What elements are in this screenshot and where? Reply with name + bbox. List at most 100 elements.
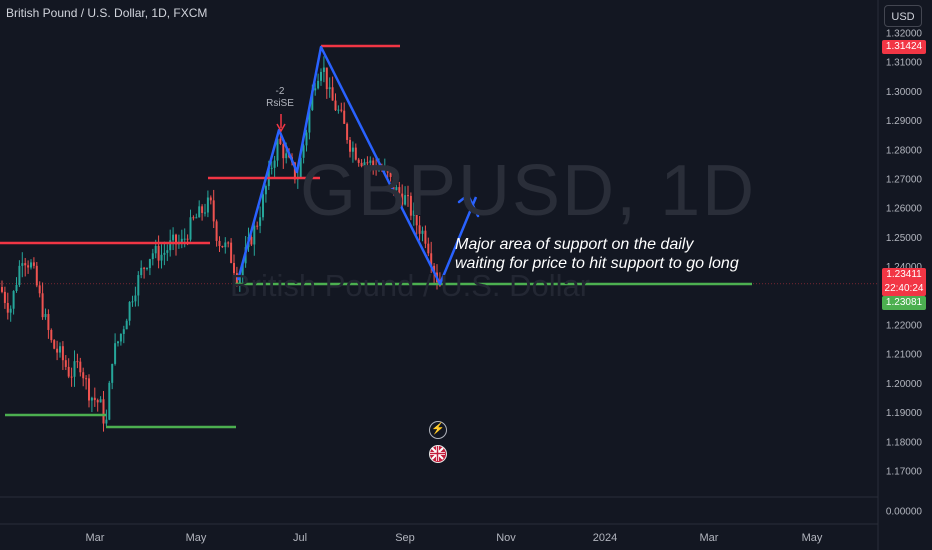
candle-body [264, 186, 267, 195]
candle-body [64, 360, 67, 367]
candle-body [293, 162, 296, 180]
candle-body [9, 308, 12, 313]
candle-body [44, 314, 47, 318]
candle-body [418, 225, 421, 234]
rsi-signal-label: -2 RsiSE [266, 86, 294, 110]
candle-body [90, 397, 93, 401]
text-annotation[interactable]: Major area of support on the daily waiti… [455, 235, 739, 273]
currency-button[interactable]: USD [884, 5, 922, 27]
time-tick-label: May [802, 532, 823, 544]
candle-body [273, 160, 276, 168]
candle-body [61, 346, 64, 361]
candle-body [180, 238, 183, 243]
annotation-line-1: Major area of support on the daily [455, 236, 694, 253]
candle-body [209, 197, 212, 201]
time-tick-label: May [186, 532, 207, 544]
candle-body [108, 382, 111, 420]
rsi-signal-name: RsiSE [266, 98, 294, 109]
candle-body [256, 225, 259, 227]
price-tick-label: 1.18000 [886, 437, 923, 448]
price-tick-label: 1.21000 [886, 350, 923, 361]
candle-body [125, 320, 128, 330]
candle-body [230, 242, 233, 263]
candle-body [238, 275, 241, 284]
candle-body [18, 265, 21, 285]
candle-body [386, 166, 389, 173]
candle-body [79, 361, 82, 373]
candle-body [221, 246, 224, 248]
candle-body [415, 210, 418, 226]
flash-icon[interactable]: ⚡ [429, 421, 447, 439]
candle-body [302, 145, 305, 158]
candle-body [6, 302, 9, 313]
candle-body [56, 348, 59, 353]
candle-body [128, 302, 131, 321]
candle-body [99, 399, 102, 403]
candle-body [73, 361, 76, 377]
candle-body [67, 366, 70, 377]
candle-body [227, 242, 230, 244]
candle-body [215, 221, 218, 241]
candle-body [163, 252, 166, 255]
candle-body [409, 195, 412, 216]
candle-body [1, 287, 3, 292]
candle-body [119, 333, 122, 342]
candle-body [424, 230, 427, 244]
candle-body [21, 263, 24, 266]
candle-body [282, 144, 285, 159]
price-tick-label: 1.26000 [886, 204, 923, 215]
candle-body [378, 168, 380, 171]
candle-body [189, 217, 192, 240]
candle-body [322, 67, 325, 72]
candle-body [204, 212, 206, 214]
candle-body [357, 159, 360, 163]
candle-body [285, 153, 288, 159]
candle-body [398, 187, 401, 194]
candle-body [3, 291, 6, 303]
candle-body [195, 217, 198, 219]
symbol-title[interactable]: British Pound / U.S. Dollar, 1D, FXCM [6, 6, 208, 20]
candle-body [105, 419, 108, 424]
candle-body [183, 238, 186, 240]
candle-body [198, 206, 201, 218]
time-tick-label: 2024 [593, 532, 617, 544]
time-tick-label: Jul [293, 532, 307, 544]
candle-body [134, 295, 137, 302]
watermark-description: British Pound / U.S. Dollar [230, 268, 591, 303]
candle-body [12, 290, 15, 309]
time-tick-label: Nov [496, 532, 516, 544]
candle-body [331, 87, 334, 101]
candle-body [224, 242, 227, 248]
candle-body [360, 162, 363, 167]
candle-body [137, 275, 140, 296]
candle-body [151, 253, 154, 260]
candle-body [59, 346, 61, 353]
rsi-signal-arrow-head [276, 123, 286, 133]
candle-body [50, 329, 53, 341]
candle-body [250, 237, 253, 245]
candle-body [346, 123, 349, 140]
candle-body [337, 109, 340, 111]
candle-body [206, 197, 209, 213]
candle-body [433, 265, 436, 273]
uk-flag-icon[interactable] [429, 445, 447, 463]
current-price-tag: 1.23411 22:40:24 [882, 268, 926, 296]
candle-body [166, 250, 169, 253]
candle-body [363, 162, 366, 167]
candle-body [392, 176, 395, 191]
trend-path-drawing [236, 45, 478, 286]
candle-body [354, 147, 357, 160]
candle-body [122, 329, 125, 334]
candle-body [334, 100, 337, 111]
candle-body [96, 400, 99, 403]
candle-body [340, 109, 343, 111]
candle-body [212, 200, 215, 222]
time-tick-label: Mar [700, 532, 719, 544]
candle-body [407, 195, 409, 197]
price-tick-label: 1.25000 [886, 233, 923, 244]
candle-body [175, 234, 177, 245]
candle-body [70, 376, 73, 378]
candle-body [30, 262, 32, 268]
